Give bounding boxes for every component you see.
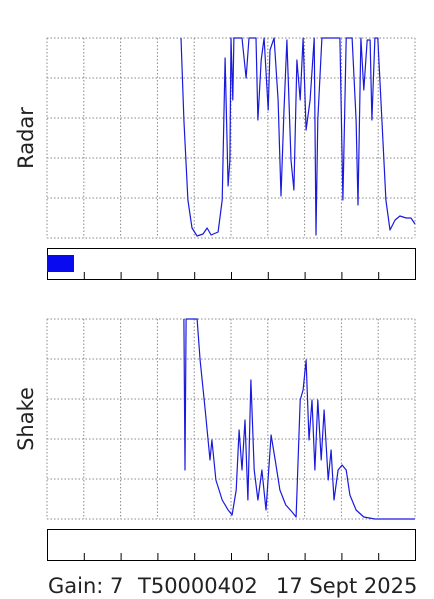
radar-indicator [47, 255, 74, 272]
data-line [183, 318, 415, 520]
y-axis-label: Shake [14, 387, 38, 451]
device-id: T50000402 [137, 574, 258, 598]
y-axis-label: Radar [14, 107, 38, 169]
shake-strip [47, 529, 416, 561]
date-label: 17 Sept 2025 [276, 574, 417, 598]
data-line [180, 37, 416, 237]
gain-label: Gain: 7 [48, 574, 123, 598]
